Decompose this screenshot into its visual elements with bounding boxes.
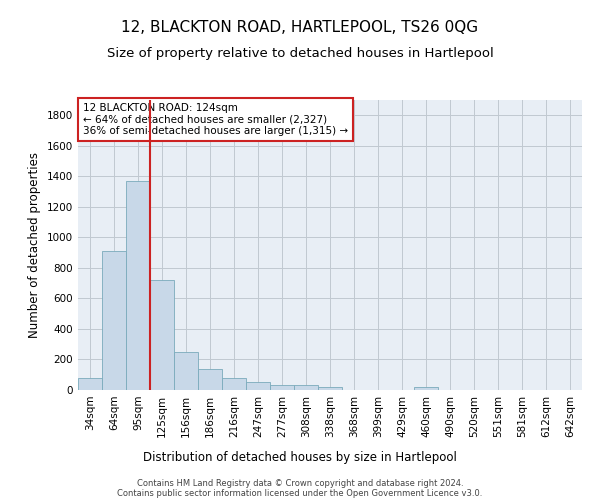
Bar — [126, 181, 150, 390]
Text: 12 BLACKTON ROAD: 124sqm
← 64% of detached houses are smaller (2,327)
36% of sem: 12 BLACKTON ROAD: 124sqm ← 64% of detach… — [83, 103, 348, 136]
Bar — [198, 368, 222, 390]
Bar — [102, 251, 126, 390]
Text: Size of property relative to detached houses in Hartlepool: Size of property relative to detached ho… — [107, 48, 493, 60]
Bar — [174, 352, 198, 390]
Bar — [414, 387, 438, 390]
Bar — [150, 280, 174, 390]
Text: Contains HM Land Registry data © Crown copyright and database right 2024.: Contains HM Land Registry data © Crown c… — [137, 478, 463, 488]
Bar — [246, 382, 270, 390]
Bar — [78, 378, 102, 390]
Text: 12, BLACKTON ROAD, HARTLEPOOL, TS26 0QG: 12, BLACKTON ROAD, HARTLEPOOL, TS26 0QG — [121, 20, 479, 35]
Bar — [270, 384, 294, 390]
Text: Distribution of detached houses by size in Hartlepool: Distribution of detached houses by size … — [143, 451, 457, 464]
Y-axis label: Number of detached properties: Number of detached properties — [28, 152, 41, 338]
Bar — [294, 386, 318, 390]
Bar — [222, 378, 246, 390]
Text: Contains public sector information licensed under the Open Government Licence v3: Contains public sector information licen… — [118, 488, 482, 498]
Bar — [318, 387, 342, 390]
